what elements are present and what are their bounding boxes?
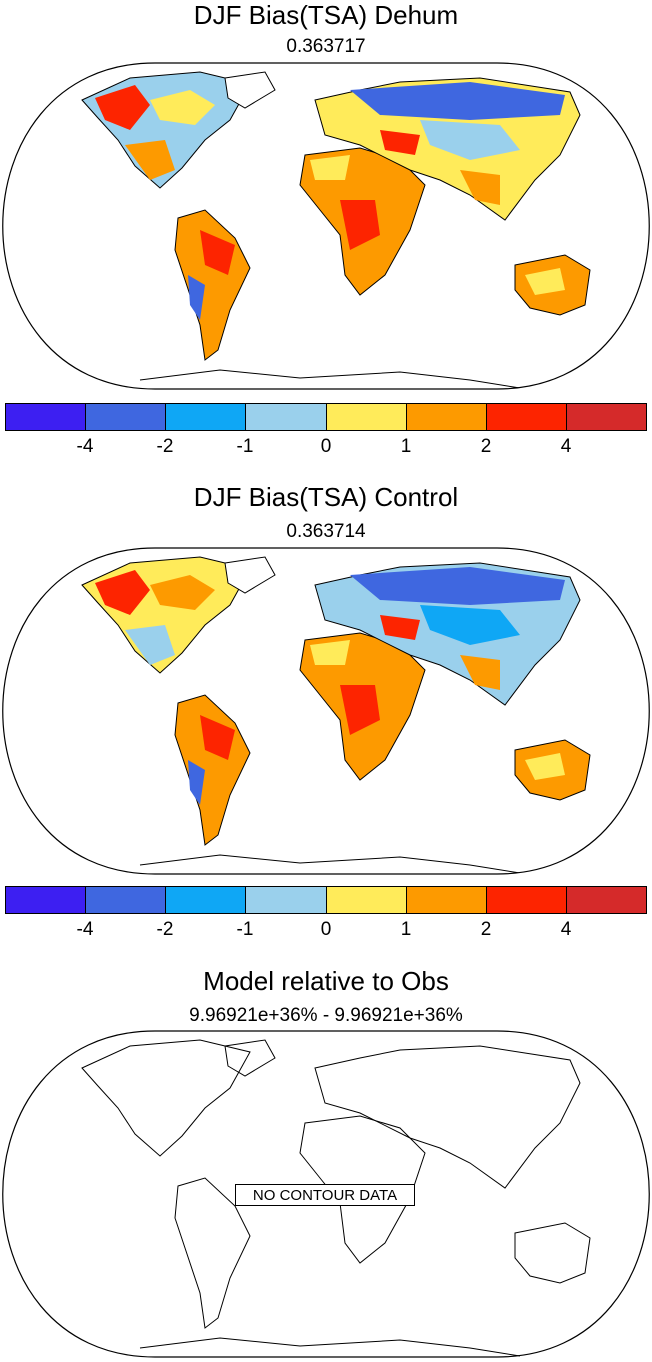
panel-3-coastlines	[81, 1039, 591, 1357]
colorbar-swatch	[406, 887, 487, 913]
africa-outline	[299, 1115, 426, 1264]
colorbar-swatch	[566, 887, 646, 913]
south-america-land	[174, 209, 251, 361]
colorbar-tick-label: 0	[320, 919, 332, 940]
colorbar-tick-label: -2	[156, 919, 174, 940]
colorbar-swatch	[86, 404, 167, 430]
colorbar-swatch	[86, 887, 167, 913]
colorbar-swatch	[486, 404, 567, 430]
colorbar-swatch	[406, 404, 487, 430]
colorbar-tick-label: -4	[76, 436, 94, 457]
greenland-land	[224, 556, 276, 594]
colorbar-swatch	[566, 404, 646, 430]
greenland-land	[224, 71, 276, 109]
greenland-outline	[224, 1039, 276, 1077]
colorbar-swatch	[326, 887, 407, 913]
colorbar-swatch	[6, 404, 87, 430]
no-contour-data-label: NO CONTOUR DATA	[235, 1184, 415, 1206]
antarctica-outline	[139, 854, 521, 874]
antarctica-outline	[139, 1337, 521, 1357]
colorbar-tick-label: -2	[156, 436, 174, 457]
colorbar-swatch	[246, 887, 327, 913]
colorbar-swatch	[486, 887, 567, 913]
colorbar-tick-label: 0	[320, 436, 332, 457]
panel-2-colorbar-ticks: -4 -2 -1 0 1 2 4	[0, 919, 652, 943]
panel-2-map	[2, 547, 650, 875]
panel-1-globe-outline	[2, 62, 650, 390]
panel-2-globe-outline	[2, 547, 650, 875]
south-america-land	[174, 694, 251, 846]
colorbar-tick-label: 1	[400, 919, 412, 940]
antarctica-outline	[139, 369, 521, 389]
colorbar-swatch	[246, 404, 327, 430]
colorbar-tick-label: -1	[236, 919, 254, 940]
colorbar-tick-label: 4	[560, 436, 572, 457]
colorbar-swatch	[6, 887, 87, 913]
colorbar-swatch	[166, 404, 247, 430]
colorbar-tick-label: 2	[480, 919, 492, 940]
panel-2-colorbar	[5, 886, 647, 914]
south-america-outline	[174, 1177, 251, 1329]
panel-2-title: DJF Bias(TSA) Control	[193, 482, 459, 512]
panel-3-subtitle: 9.96921e+36% - 9.96921e+36%	[189, 1005, 463, 1026]
panel-1-land	[81, 71, 591, 389]
australia-outline	[514, 1222, 591, 1284]
colorbar-tick-label: -1	[236, 436, 254, 457]
panel-2-land	[81, 556, 591, 874]
panel-1-colorbar-ticks: -4 -2 -1 0 1 2 4	[0, 436, 652, 460]
colorbar-tick-label: -4	[76, 919, 94, 940]
colorbar-tick-label: 4	[560, 919, 572, 940]
colorbar-tick-label: 1	[400, 436, 412, 457]
panel-1-colorbar	[5, 403, 647, 431]
panel-1-title: DJF Bias(TSA) Dehum	[193, 0, 459, 30]
colorbar-tick-label: 2	[480, 436, 492, 457]
panel-3-title: Model relative to Obs	[203, 966, 449, 996]
panel-3-globe-outline	[2, 1030, 650, 1358]
panel-1-subtitle: 0.363717	[286, 36, 366, 57]
panel-2-subtitle: 0.363714	[286, 521, 366, 542]
north-america-outline	[81, 1039, 251, 1157]
panel-3-map	[2, 1030, 650, 1358]
eurasia-outline	[314, 1045, 581, 1189]
colorbar-swatch	[166, 887, 247, 913]
colorbar-swatch	[326, 404, 407, 430]
panel-1-map	[2, 62, 650, 390]
